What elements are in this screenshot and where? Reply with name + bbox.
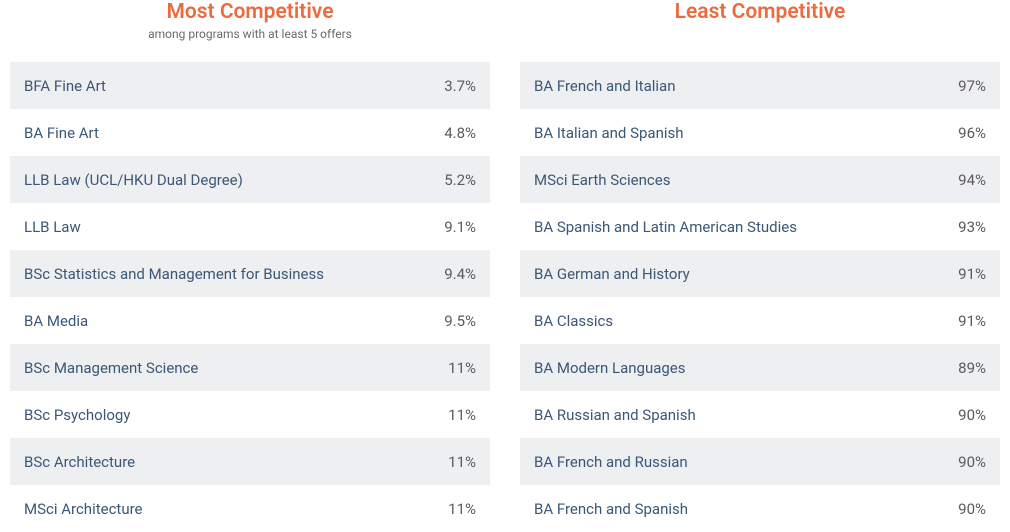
program-link[interactable]: MSci Earth Sciences <box>534 171 670 189</box>
most-competitive-column: Most Competitive among programs with at … <box>10 0 490 532</box>
program-link[interactable]: BSc Psychology <box>24 406 130 424</box>
table-row: BA French and Russian 90% <box>520 438 1000 485</box>
program-link[interactable]: BA Classics <box>534 312 613 330</box>
program-link[interactable]: LLB Law <box>24 218 81 236</box>
program-link[interactable]: BA Fine Art <box>24 124 99 142</box>
program-link[interactable]: MSci Architecture <box>24 500 143 518</box>
percent-value: 90% <box>958 500 986 518</box>
program-link[interactable]: BA French and Spanish <box>534 500 688 518</box>
table-row: BA Modern Languages 89% <box>520 344 1000 391</box>
percent-value: 11% <box>448 500 476 518</box>
table-row: BSc Psychology 11% <box>10 391 490 438</box>
table-row: BSc Management Science 11% <box>10 344 490 391</box>
table-row: BA French and Italian 97% <box>520 62 1000 109</box>
table-row: LLB Law (UCL/HKU Dual Degree) 5.2% <box>10 156 490 203</box>
percent-value: 96% <box>958 124 986 142</box>
percent-value: 5.2% <box>444 171 476 189</box>
percent-value: 91% <box>958 265 986 283</box>
percent-value: 9.5% <box>444 312 476 330</box>
rows-left: BFA Fine Art 3.7% BA Fine Art 4.8% LLB Law (… <box>10 62 490 532</box>
table-row: BA Spanish and Latin American Studies 93% <box>520 203 1000 250</box>
program-link[interactable]: BA French and Russian <box>534 453 688 471</box>
percent-value: 90% <box>958 406 986 424</box>
percent-value: 91% <box>958 312 986 330</box>
table-row: LLB Law 9.1% <box>10 203 490 250</box>
percent-value: 93% <box>958 218 986 236</box>
percent-value: 90% <box>958 453 986 471</box>
rows-right: BA French and Italian 97% BA Italian and S… <box>520 62 1000 532</box>
percent-value: 9.1% <box>444 218 476 236</box>
program-link[interactable]: BSc Management Science <box>24 359 198 377</box>
table-row: BA Media 9.5% <box>10 297 490 344</box>
table-row: BA German and History 91% <box>520 250 1000 297</box>
program-link[interactable]: BA Italian and Spanish <box>534 124 684 142</box>
table-row: BA Russian and Spanish 90% <box>520 391 1000 438</box>
table-row: BFA Fine Art 3.7% <box>10 62 490 109</box>
table-row: BA Fine Art 4.8% <box>10 109 490 156</box>
program-link[interactable]: BA Russian and Spanish <box>534 406 696 424</box>
column-title: Least Competitive <box>520 0 1000 25</box>
program-link[interactable]: BSc Architecture <box>24 453 135 471</box>
table-row: MSci Architecture 11% <box>10 485 490 532</box>
percent-value: 97% <box>958 77 986 95</box>
program-link[interactable]: BFA Fine Art <box>24 77 106 95</box>
percent-value: 11% <box>448 453 476 471</box>
column-header-left: Most Competitive among programs with at … <box>10 0 490 48</box>
percent-value: 94% <box>958 171 986 189</box>
percent-value: 89% <box>958 359 986 377</box>
table-row: MSci Earth Sciences 94% <box>520 156 1000 203</box>
column-title: Most Competitive <box>10 0 490 25</box>
percent-value: 4.8% <box>444 124 476 142</box>
program-link[interactable]: LLB Law (UCL/HKU Dual Degree) <box>24 171 243 189</box>
table-row: BA Italian and Spanish 96% <box>520 109 1000 156</box>
percent-value: 11% <box>448 406 476 424</box>
table-row: BSc Architecture 11% <box>10 438 490 485</box>
least-competitive-column: Least Competitive BA French and Italian 9… <box>520 0 1000 532</box>
program-link[interactable]: BSc Statistics and Management for Busine… <box>24 265 324 283</box>
program-link[interactable]: BA German and History <box>534 265 690 283</box>
column-subtitle: among programs with at least 5 offers <box>10 27 490 41</box>
percent-value: 9.4% <box>444 265 476 283</box>
table-row: BSc Statistics and Management for Busine… <box>10 250 490 297</box>
program-link[interactable]: BA Media <box>24 312 88 330</box>
table-row: BA Classics 91% <box>520 297 1000 344</box>
column-header-right: Least Competitive <box>520 0 1000 48</box>
table-row: BA French and Spanish 90% <box>520 485 1000 532</box>
percent-value: 3.7% <box>444 77 476 95</box>
columns-container: Most Competitive among programs with at … <box>0 0 1010 532</box>
program-link[interactable]: BA Spanish and Latin American Studies <box>534 218 797 236</box>
percent-value: 11% <box>448 359 476 377</box>
program-link[interactable]: BA Modern Languages <box>534 359 686 377</box>
program-link[interactable]: BA French and Italian <box>534 77 675 95</box>
